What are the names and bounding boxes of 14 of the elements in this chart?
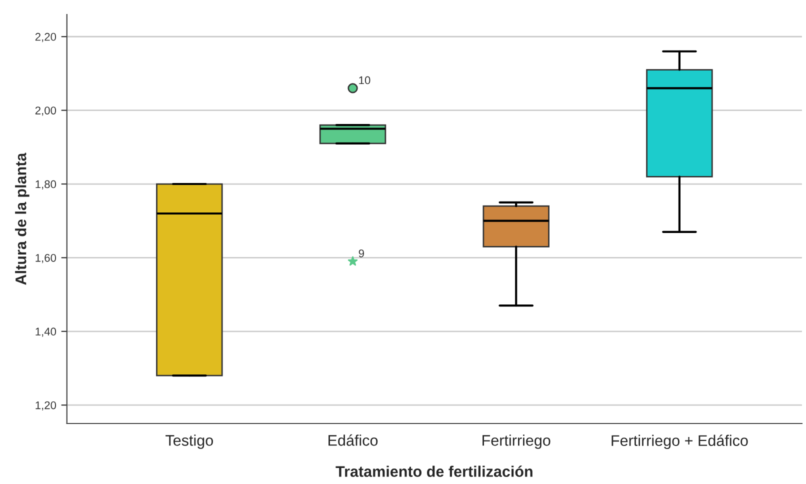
x-tick-label: Testigo: [166, 434, 213, 449]
x-tick-label: Fertirriego: [482, 434, 550, 449]
x-tick-label: Edáfico: [328, 434, 378, 446]
annotation: 9: [358, 249, 364, 258]
y-tick-label: 1,40: [36, 328, 56, 337]
x-axis-title: Tratamiento de fertilización: [336, 466, 532, 477]
y-tick-label: 2,00: [35, 106, 56, 116]
x-tick-label: Fertirriego + Edáfico: [612, 434, 748, 450]
y-axis-title: Altura de la planta: [15, 152, 30, 285]
y-tick-label: 1,60: [36, 254, 56, 264]
y-tick-label: 1,20: [36, 401, 56, 411]
annotation: 10: [359, 76, 370, 84]
y-tick-label: 2,20: [35, 32, 56, 42]
y-tick-label: 1,80: [36, 180, 56, 190]
